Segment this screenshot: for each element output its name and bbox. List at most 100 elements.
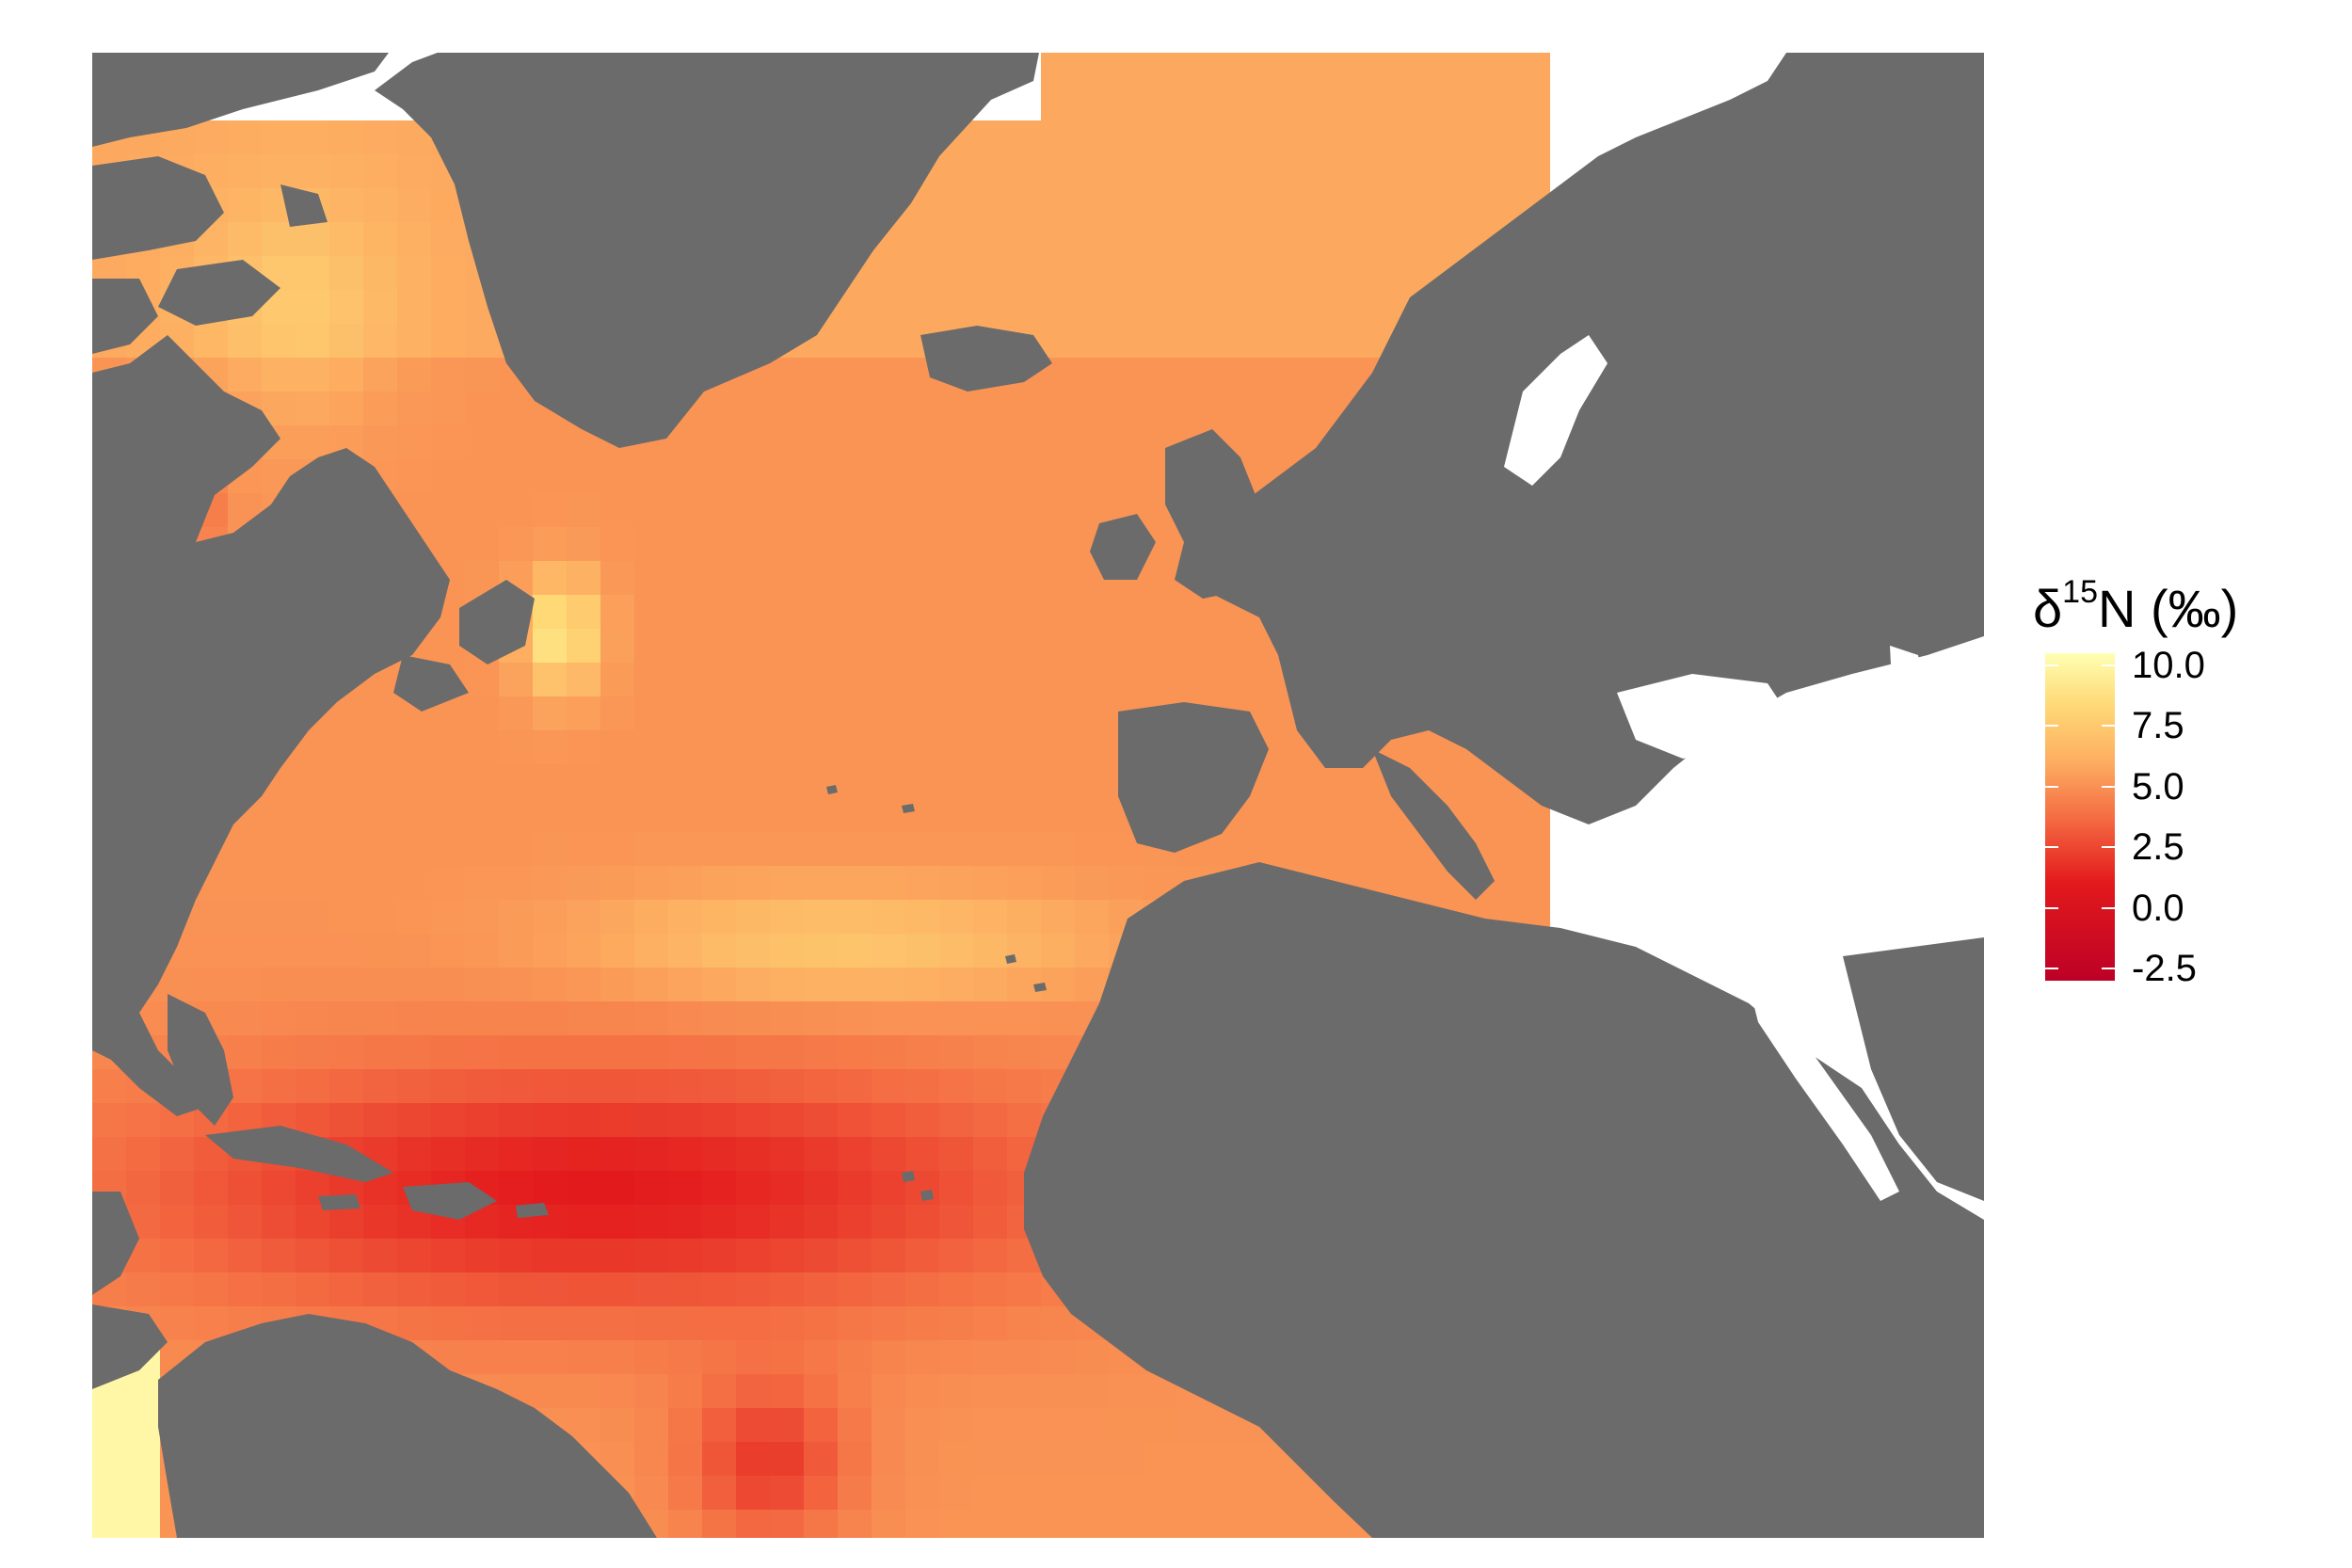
grid-cell [296, 358, 330, 392]
grid-cell [1481, 832, 1516, 867]
grid-cell [262, 1171, 296, 1206]
grid-cell [736, 730, 771, 765]
grid-cell [329, 934, 364, 968]
grid-cell [1075, 290, 1110, 325]
grid-cell [499, 1306, 534, 1341]
grid-cell [804, 392, 839, 426]
grid-cell [1041, 663, 1076, 697]
grid-cell [736, 561, 771, 596]
grid-cell [1109, 120, 1144, 155]
grid-cell [1346, 324, 1381, 359]
grid-cell [973, 290, 1008, 325]
grid-cell [296, 425, 330, 460]
grid-cell [804, 629, 839, 664]
grid-cell [1176, 1442, 1211, 1477]
grid-cell [1007, 459, 1042, 494]
grid-cell [329, 256, 364, 291]
grid-cell [465, 527, 500, 562]
grid-cell [702, 696, 737, 731]
grid-cell [567, 764, 601, 799]
grid-cell [1109, 1374, 1144, 1409]
grid-cell [465, 1103, 500, 1138]
grid-cell [499, 1069, 534, 1104]
grid-cell [296, 764, 330, 799]
grid-cell [1143, 358, 1177, 392]
grid-cell [465, 324, 500, 359]
grid-cell [905, 764, 940, 799]
grid-cell [770, 459, 805, 494]
grid-cell [702, 629, 737, 664]
grid-cell [1312, 53, 1347, 88]
grid-cell [702, 1442, 737, 1477]
grid-cell [668, 1103, 703, 1138]
grid-cell [736, 1272, 771, 1307]
grid-cell [1244, 290, 1279, 325]
grid-cell [804, 764, 839, 799]
grid-cell [499, 1171, 534, 1206]
grid-cell [736, 1476, 771, 1511]
grid-cell [1075, 1374, 1110, 1409]
legend-title: δ15N (‰) [2033, 576, 2238, 635]
grid-cell [804, 1103, 839, 1138]
grid-cell [431, 1137, 466, 1172]
grid-cell [1007, 730, 1042, 765]
grid-cell [770, 1035, 805, 1070]
grid-cell [397, 358, 432, 392]
grid-cell [702, 764, 737, 799]
grid-cell [872, 1510, 906, 1538]
legend-tick-label: 2.5 [2132, 826, 2184, 869]
grid-cell [736, 1239, 771, 1273]
grid-cell [228, 934, 263, 968]
grid-cell [363, 798, 398, 833]
grid-cell [397, 1035, 432, 1070]
grid-cell [634, 832, 669, 867]
grid-cell [872, 561, 906, 596]
grid-cell [838, 1476, 872, 1511]
grid-cell [1176, 120, 1211, 155]
grid-cell [1075, 696, 1110, 731]
grid-cell [533, 968, 568, 1002]
grid-cell [905, 1340, 940, 1375]
grid-cell [1143, 629, 1177, 664]
grid-cell [702, 1205, 737, 1240]
grid-cell [363, 1239, 398, 1273]
grid-cell [1515, 832, 1550, 867]
grid-cell [1380, 256, 1415, 291]
grid-cell [1278, 188, 1313, 223]
grid-cell [668, 764, 703, 799]
grid-cell [736, 968, 771, 1002]
grid-cell [1346, 832, 1381, 867]
grid-cell [465, 900, 500, 935]
grid-cell [465, 1069, 500, 1104]
grid-cell [702, 730, 737, 765]
grid-cell [1041, 1442, 1076, 1477]
grid-cell [329, 120, 364, 155]
grid-cell [973, 493, 1008, 528]
grid-cell [600, 900, 635, 935]
grid-cell [567, 798, 601, 833]
grid-cell [668, 900, 703, 935]
grid-cell [668, 968, 703, 1002]
grid-cell [770, 1442, 805, 1477]
grid-cell [1176, 324, 1211, 359]
grid-cell [973, 527, 1008, 562]
grid-cell [431, 290, 466, 325]
grid-cell [1041, 222, 1076, 257]
grid-cell [804, 900, 839, 935]
grid-cell [600, 1306, 635, 1341]
florida [168, 994, 233, 1126]
grid-cell [160, 1306, 195, 1341]
grid-cell [1007, 1340, 1042, 1375]
grid-cell [770, 1408, 805, 1443]
legend-tick-label: 5.0 [2132, 765, 2184, 808]
grid-cell [939, 900, 974, 935]
grid-cell [905, 459, 940, 494]
grid-cell [1278, 53, 1313, 88]
grid-cell [1176, 256, 1211, 291]
grid-cell [939, 629, 974, 664]
grid-cell [939, 798, 974, 833]
grid-cell [160, 1171, 195, 1206]
grid-cell [702, 1374, 737, 1409]
grid-cell [1481, 53, 1516, 88]
grid-cell [1007, 1272, 1042, 1307]
